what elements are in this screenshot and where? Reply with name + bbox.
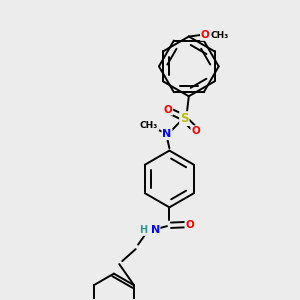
Text: O: O [201, 30, 210, 40]
Text: CH₃: CH₃ [211, 31, 229, 40]
Text: O: O [164, 105, 172, 115]
Text: H: H [140, 225, 148, 235]
Text: S: S [180, 112, 189, 125]
Text: O: O [185, 220, 194, 230]
Text: O: O [191, 126, 200, 136]
Text: CH₃: CH₃ [140, 121, 158, 130]
Text: N: N [151, 225, 160, 235]
Text: N: N [162, 129, 172, 139]
